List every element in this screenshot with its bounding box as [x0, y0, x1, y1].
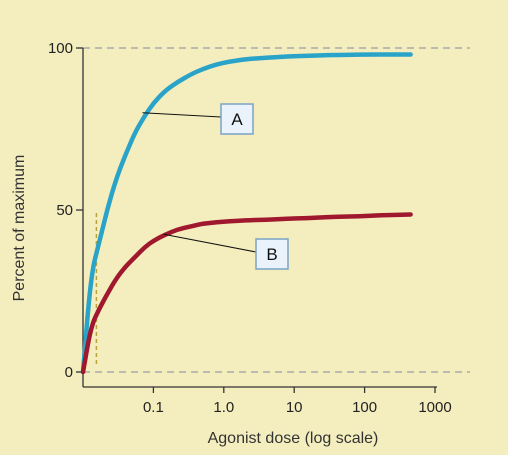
- callout-leader-A: [142, 112, 222, 118]
- y-tick-label: 50: [56, 202, 73, 219]
- series-line-B: [80, 212, 413, 375]
- callout-label-A: A: [231, 110, 243, 129]
- callout-box-A: [220, 103, 254, 135]
- axes: 0 50 100 0.1 1.0 10 100 1000: [48, 40, 452, 416]
- callouts: AB: [142, 103, 289, 270]
- callout-box-B: [255, 238, 289, 270]
- x-tick-label: 0.1: [143, 399, 164, 416]
- x-tick-label: 1.0: [213, 399, 234, 416]
- x-axis-title: Agonist dose (log scale): [208, 430, 379, 447]
- x-tick-label: 100: [352, 399, 377, 416]
- y-tick-label: 0: [65, 364, 73, 381]
- reference-lines: [83, 47, 470, 373]
- series-line-A: [80, 52, 413, 375]
- y-tick-label: 100: [48, 40, 73, 57]
- x-tick-label: 1000: [418, 399, 451, 416]
- y-axis-title: Percent of maximum: [11, 155, 28, 302]
- series-group: [80, 52, 413, 375]
- callout-label-B: B: [266, 245, 277, 264]
- x-tick-label: 10: [286, 399, 303, 416]
- callout-leader-B: [163, 233, 257, 253]
